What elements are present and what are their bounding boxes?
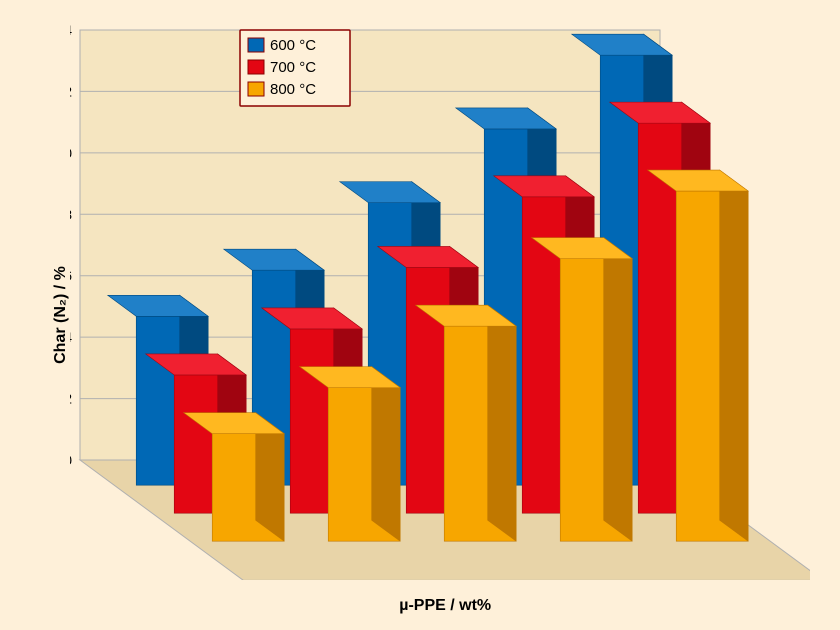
chart-svg: 02468101214010203040600 °C700 °C800 °C xyxy=(70,20,810,580)
x-axis-label: µ-PPE / wt% xyxy=(399,597,491,615)
y-tick-label: 14 xyxy=(70,22,72,38)
y-tick-label: 8 xyxy=(70,206,72,222)
bar-side xyxy=(720,170,749,541)
legend-swatch xyxy=(248,82,264,96)
plot-area: 02468101214010203040600 °C700 °C800 °C xyxy=(70,20,810,580)
y-tick-label: 4 xyxy=(70,329,72,345)
bar-side xyxy=(488,305,517,541)
y-axis-label: Char (N₂) / % xyxy=(52,266,70,364)
y-tick-label: 2 xyxy=(70,391,72,407)
y-tick-label: 0 xyxy=(70,452,72,468)
y-tick-label: 12 xyxy=(70,83,72,99)
legend-label: 600 °C xyxy=(270,37,316,54)
bar-side xyxy=(372,367,401,542)
legend-swatch xyxy=(248,38,264,52)
bar-side xyxy=(604,238,633,542)
y-tick-label: 6 xyxy=(70,268,72,284)
chart-container: Char (N₂) / % µ-PPE / wt% 02468101214010… xyxy=(0,0,840,630)
legend-label: 700 °C xyxy=(270,59,316,76)
legend-swatch xyxy=(248,60,264,74)
legend-label: 800 °C xyxy=(270,81,316,98)
y-tick-label: 10 xyxy=(70,145,72,161)
